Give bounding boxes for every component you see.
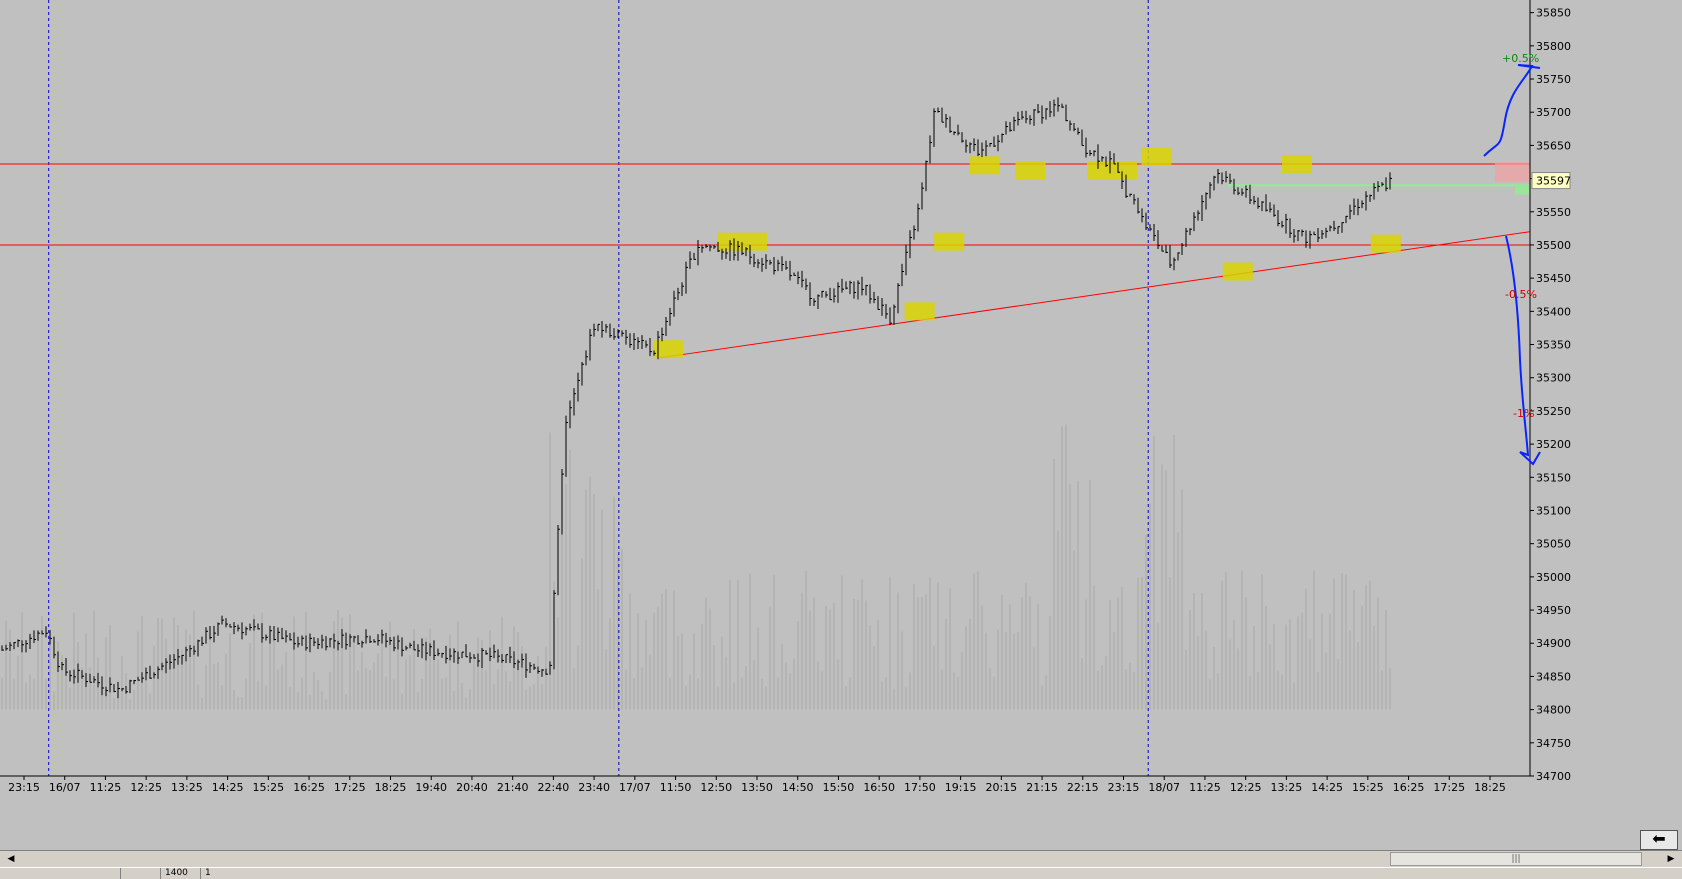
x-tick-label: 11:25 (1189, 781, 1221, 794)
x-tick-label: 17:25 (1433, 781, 1465, 794)
price-bars (1, 97, 1392, 699)
y-tick-label: 35700 (1536, 106, 1571, 119)
y-tick-label: 35150 (1536, 471, 1571, 484)
x-tick-label: 19:40 (415, 781, 447, 794)
x-tick-label: 22:40 (538, 781, 570, 794)
y-tick-label: 35400 (1536, 305, 1571, 318)
y-tick-label: 35050 (1536, 538, 1571, 551)
last-price-tag (1531, 172, 1571, 190)
red-zone-marker (1495, 161, 1530, 182)
highlight-mark (934, 232, 965, 251)
x-tick-label: 15:50 (823, 781, 855, 794)
x-tick-label: 16:25 (293, 781, 325, 794)
highlight-mark (1370, 234, 1401, 253)
status-bar: 1400 1 (0, 867, 1682, 879)
x-tick-label: 17/07 (619, 781, 651, 794)
y-tick-label: 35250 (1536, 405, 1571, 418)
x-tick-label: 12:50 (700, 781, 732, 794)
drawn-annotations: +0.5% -0.5% -1% (1483, 52, 1541, 466)
y-tick-label: 34950 (1536, 604, 1571, 617)
x-tick-label: 14:25 (1311, 781, 1343, 794)
back-arrow-icon[interactable]: ⬅ (1640, 830, 1678, 850)
scroll-right-icon[interactable]: ▶ (1667, 854, 1675, 864)
y-tick-label: 34800 (1536, 704, 1571, 717)
x-tick-label: 19:15 (945, 781, 977, 794)
x-tick-label: 17:25 (334, 781, 366, 794)
x-tick-label: 15:25 (1352, 781, 1384, 794)
scroll-thumb[interactable]: ||| (1390, 852, 1642, 866)
minus-half-label: -0.5% (1505, 288, 1537, 301)
status-cell-3: 1 (200, 868, 241, 879)
green-zone-marker (1515, 186, 1530, 195)
highlight-mark (969, 156, 1000, 175)
highlight-marks (653, 147, 1401, 359)
x-tick-label: 18:25 (375, 781, 407, 794)
x-tick-label: 21:15 (1026, 781, 1058, 794)
x-tick-label: 20:40 (456, 781, 488, 794)
chart-background (0, 0, 1682, 850)
x-tick-label: 13:25 (171, 781, 203, 794)
x-tick-label: 18/07 (1148, 781, 1180, 794)
y-tick-label: 35800 (1536, 40, 1571, 53)
x-tick-label: 17:50 (904, 781, 936, 794)
minus-one-label: -1% (1513, 407, 1534, 420)
x-tick-label: 11:25 (90, 781, 122, 794)
y-tick-label: 35200 (1536, 438, 1571, 451)
highlight-mark (1087, 161, 1137, 180)
x-tick-label: 23:15 (1108, 781, 1140, 794)
y-tick-label: 35100 (1536, 504, 1571, 517)
x-tick-label: 12:25 (130, 781, 162, 794)
highlight-mark (1141, 147, 1172, 166)
highlight-mark (1282, 154, 1312, 173)
highlight-mark (653, 340, 683, 359)
highlight-mark (1015, 161, 1046, 180)
x-tick-label: 22:15 (1067, 781, 1099, 794)
status-cell-2: 1400 (160, 868, 201, 879)
x-axis: 23:15 16/07 11:25 12:25 13:25 14:25 15:25 16:25… (0, 775, 1530, 794)
highlight-mark (904, 302, 935, 321)
pen-stroke-down (1505, 235, 1541, 466)
x-tick-label: 18:25 (1474, 781, 1506, 794)
y-tick-label: 34850 (1536, 670, 1571, 683)
x-tick-label: 13:25 (1271, 781, 1303, 794)
x-tick-label: 11:50 (660, 781, 692, 794)
x-tick-label: 23:15 (8, 781, 40, 794)
price-levels (0, 161, 1531, 359)
highlight-mark (1222, 262, 1253, 281)
scroll-grip-icon: ||| (1511, 854, 1521, 864)
x-tick-label: 14:25 (212, 781, 244, 794)
x-tick-label: 23:40 (578, 781, 610, 794)
y-tick-label: 34900 (1536, 637, 1571, 650)
price-chart[interactable]: 34700 34750 34800 34850 34900 34950 35000 35050… (0, 0, 1682, 850)
x-tick-label: 14:50 (782, 781, 814, 794)
y-tick-label: 35350 (1536, 339, 1571, 352)
y-tick-label: 35850 (1536, 7, 1571, 20)
trendline (659, 231, 1531, 359)
y-tick-label: 35650 (1536, 139, 1571, 152)
x-tick-label: 16/07 (49, 781, 81, 794)
y-axis: 34700 34750 34800 34850 34900 34950 35000 35050… (1529, 0, 1571, 783)
plus-half-label: +0.5% (1502, 52, 1539, 65)
x-tick-label: 21:40 (497, 781, 529, 794)
horizontal-scrollbar[interactable]: ◀ ||| ▶ (0, 850, 1682, 867)
x-tick-label: 16:25 (1393, 781, 1425, 794)
y-tick-label: 35000 (1536, 571, 1571, 584)
status-cell-1 (120, 868, 161, 879)
y-tick-label: 35500 (1536, 239, 1571, 252)
y-tick-label: 34750 (1536, 737, 1571, 750)
y-tick-label: 35450 (1536, 272, 1571, 285)
y-tick-label: 35750 (1536, 73, 1571, 86)
x-tick-label: 12:25 (1230, 781, 1262, 794)
pen-stroke-up (1483, 64, 1541, 157)
y-tick-label: 35300 (1536, 372, 1571, 385)
last-price-label: 35597 (1536, 175, 1571, 188)
x-tick-label: 13:50 (741, 781, 773, 794)
x-tick-label: 20:15 (985, 781, 1017, 794)
y-tick-label: 34700 (1536, 770, 1571, 783)
x-tick-label: 16:50 (863, 781, 895, 794)
y-tick-label: 35550 (1536, 206, 1571, 219)
scroll-left-icon[interactable]: ◀ (7, 854, 15, 864)
x-tick-label: 15:25 (252, 781, 284, 794)
